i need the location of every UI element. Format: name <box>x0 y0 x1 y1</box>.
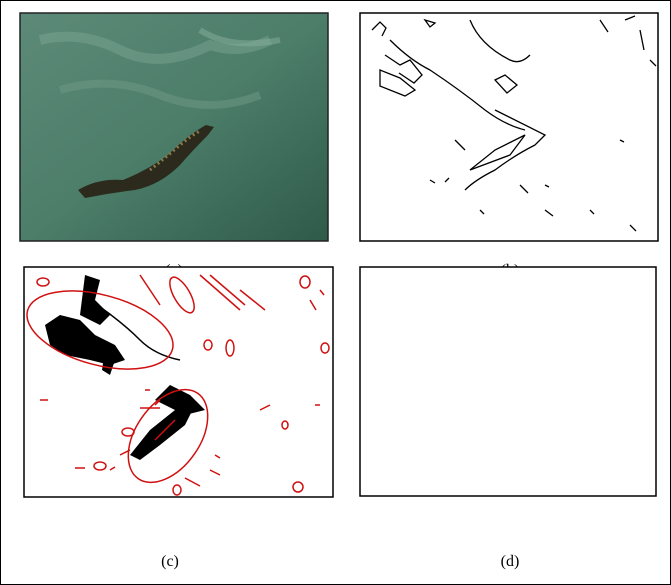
panel-d-image <box>360 267 656 496</box>
panel-c-image <box>18 267 333 500</box>
caption: (d) <box>501 553 520 570</box>
caption: (c) <box>161 553 179 570</box>
panel-a-image <box>20 13 328 241</box>
figure: (a) (b) <box>0 0 671 585</box>
